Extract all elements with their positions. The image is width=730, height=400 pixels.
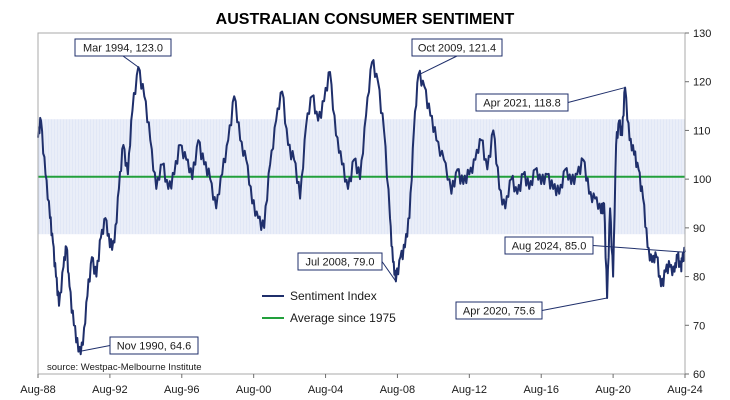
- source-note: source: Westpac-Melbourne Institute: [47, 362, 202, 373]
- annotation-box: [74, 38, 172, 57]
- y-tick-label: 130: [693, 28, 711, 40]
- y-tick-label: 80: [693, 272, 705, 284]
- annotation-box: [109, 336, 199, 355]
- x-tick-label: Aug-96: [164, 384, 199, 396]
- x-tick-label: Aug-24: [667, 384, 702, 396]
- annotation-leader: [381, 261, 397, 282]
- annotation-label: Aug 2024, 85.0: [512, 241, 587, 253]
- legend-label-average: Average since 1975: [290, 311, 396, 325]
- plot-frame: [37, 32, 686, 375]
- y-tick-label: 110: [693, 125, 711, 137]
- annotation-box: [475, 93, 569, 112]
- annotation-leader: [541, 297, 608, 311]
- annotation-box: [504, 236, 594, 255]
- y-tick-label: 60: [693, 369, 705, 381]
- chart-title: AUSTRALIAN CONSUMER SENTIMENT: [216, 11, 515, 28]
- annotation-box: [455, 301, 543, 320]
- annotation-label: Apr 2021, 118.8: [483, 98, 560, 110]
- x-tick-label: Aug-20: [595, 384, 630, 396]
- x-tick-label: Aug-88: [20, 384, 55, 396]
- x-tick-label: Aug-12: [452, 384, 487, 396]
- x-tick-label: Aug-92: [92, 384, 127, 396]
- x-tick-label: Aug-16: [523, 384, 558, 396]
- x-tick-label: Aug-00: [236, 384, 271, 396]
- annotation-leader: [567, 87, 626, 103]
- y-tick-label: 90: [693, 223, 705, 235]
- x-tick-label: Aug-08: [380, 384, 415, 396]
- y-tick-label: 70: [693, 320, 705, 332]
- annotation-box: [411, 38, 503, 57]
- annotation-label: Jul 2008, 79.0: [305, 257, 374, 269]
- annotation-leader: [122, 55, 139, 68]
- annotation-leader: [78, 345, 111, 353]
- annotation-box: [297, 252, 383, 271]
- annotation-label: Apr 2020, 75.6: [463, 306, 535, 318]
- annotation-leader: [592, 245, 686, 253]
- annotation-label: Oct 2009, 121.4: [418, 43, 496, 55]
- y-tick-label: 120: [693, 77, 711, 89]
- y-tick-label: 100: [693, 174, 711, 186]
- annotation-label: Nov 1990, 64.6: [117, 341, 192, 353]
- annotation-label: Mar 1994, 123.0: [83, 43, 163, 55]
- legend-label-sentiment: Sentiment Index: [290, 289, 377, 303]
- x-tick-label: Aug-04: [308, 384, 343, 396]
- annotation-leader: [418, 55, 458, 76]
